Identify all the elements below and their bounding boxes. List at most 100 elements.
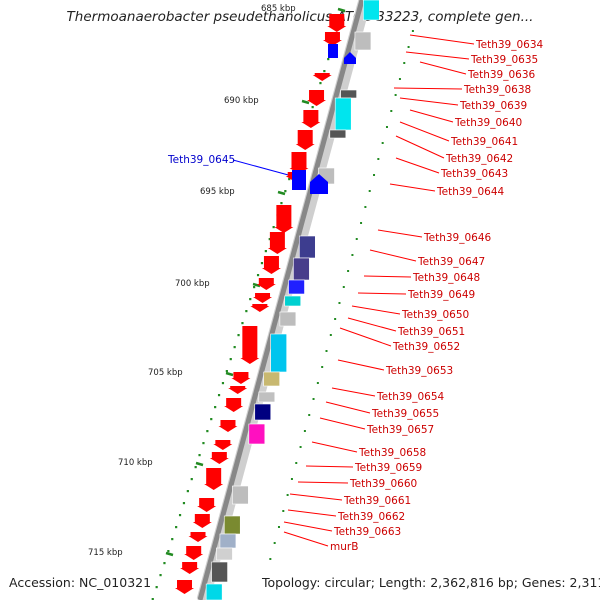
scale-dot [190, 478, 193, 481]
scale-dot [155, 586, 158, 589]
gene-label: Teth39_0663 [333, 526, 401, 538]
gene-box [258, 391, 276, 403]
gene-arrow-reverse [218, 420, 238, 432]
scale-dot [151, 598, 154, 600]
scale-dot [280, 202, 283, 205]
gene-arrow-reverse [188, 532, 208, 542]
map-title: Thermoanaerobacter pseudethanolicus ATCC… [66, 9, 534, 25]
scale-dot [303, 430, 306, 432]
highlight-leader-line [232, 159, 293, 177]
highlight-gene-arrow [344, 52, 356, 64]
scale-dot [355, 238, 358, 240]
gene-label: Teth39_0643 [440, 168, 508, 180]
leader-line [409, 109, 454, 123]
gene-box [299, 235, 316, 259]
leader-line [287, 509, 337, 517]
scale-labels: 685 kbp 690 kbp 695 kbp 700 kbp 705 kbp 710 k… [88, 4, 296, 558]
scale-dot [312, 398, 315, 400]
leader-line [283, 521, 333, 532]
topology-text: Topology: circular; Length: 2,362,816 bp… [262, 575, 600, 590]
scale-dot [178, 514, 182, 517]
scale-dot [264, 250, 267, 253]
gene-box [232, 485, 249, 505]
scale-dot [394, 94, 397, 96]
scale-dot [186, 490, 189, 493]
gene-arrow-reverse [307, 90, 327, 106]
scale-dot [217, 394, 221, 397]
scale-dot [194, 466, 197, 469]
scale-dot [182, 502, 186, 505]
gene-box [340, 89, 357, 99]
scale-dot [364, 206, 367, 208]
gene-arrow-reverse [295, 130, 315, 150]
scale-dot [282, 510, 285, 512]
scale-dot [268, 238, 271, 241]
gene-box [270, 333, 287, 373]
leader-line [325, 401, 371, 414]
leader-line [399, 97, 459, 106]
scale-dot [214, 406, 217, 409]
scale-dot [245, 310, 248, 313]
gene-arrow-reverse [180, 562, 200, 574]
gene-label: Teth39_0653 [385, 365, 453, 377]
scale-tick [301, 99, 310, 105]
gene-arrow-reverse [184, 546, 204, 560]
leader-line [405, 51, 470, 60]
gene-box [223, 515, 241, 535]
gene-arrow-reverse [312, 73, 332, 81]
gene-arrow-reverse [192, 514, 212, 528]
gene-arrow-reverse [267, 232, 287, 254]
gene-label: Teth39_0654 [376, 391, 445, 403]
scale-dot [381, 142, 384, 144]
scale-dot [221, 382, 225, 385]
gene-box [329, 129, 347, 139]
leader-line [305, 465, 354, 468]
gene-arrow-reverse [256, 278, 276, 290]
gene-box [293, 257, 310, 281]
gene-arrow-reverse [253, 293, 273, 303]
gene-label: Teth39_0647 [417, 256, 485, 268]
leader-line [377, 229, 423, 238]
gene-box [284, 295, 302, 307]
gene-box [263, 371, 280, 387]
scale-dot [241, 322, 244, 325]
leader-line [395, 135, 445, 159]
gene-label: Teth39_0634 [475, 39, 544, 51]
gene-label: Teth39_0660 [349, 478, 417, 490]
gene-label: Teth39_0661 [343, 495, 411, 507]
gene-labels: Teth39_0634 Teth39_0635 Teth39_0636 Teth39_… [167, 39, 544, 553]
gene-label: Teth39_0635 [470, 54, 538, 66]
scale-tick [225, 371, 234, 377]
accession-text: Accession: NC_010321 [9, 575, 152, 590]
scale-tick [337, 7, 346, 13]
gene-box [279, 311, 297, 327]
gene-label: Teth39_0651 [397, 326, 465, 338]
scale-dot [398, 78, 401, 80]
scale-dot [295, 462, 298, 464]
scale-dot [237, 334, 240, 337]
gene-arrow-reverse [327, 14, 347, 32]
scale-dot [327, 58, 330, 61]
leader-line [409, 34, 475, 45]
scale-label: 715 kbp [88, 548, 123, 558]
scale-dot [338, 302, 341, 304]
leader-line [399, 121, 450, 142]
scale-dot [206, 430, 209, 433]
highlight-gene-label: Teth39_0645 [167, 154, 235, 166]
gene-label: Teth39_0648 [412, 272, 480, 284]
gene-arrow-reverse [274, 205, 294, 233]
scale-dot [249, 298, 252, 301]
leader-line [395, 157, 440, 174]
scale-dot [334, 318, 337, 320]
scale-dot [272, 226, 275, 229]
scale-dot [411, 30, 414, 32]
leader-line [311, 441, 358, 453]
scale-tick [277, 190, 286, 196]
leader-line [357, 292, 407, 295]
gene-label: Teth39_0644 [436, 186, 505, 198]
scale-dot [167, 550, 170, 553]
scale-dot [321, 366, 324, 368]
gene-label: Teth39_0649 [407, 289, 475, 301]
gene-label: Teth39_0658 [358, 447, 426, 459]
